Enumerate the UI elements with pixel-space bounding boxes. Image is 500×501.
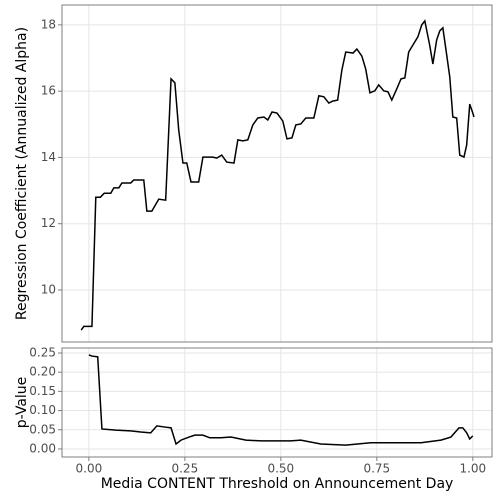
x-tick-label: 0.25 (171, 462, 198, 476)
y-tick-label: 14 (41, 150, 56, 164)
x-tick-label: 1.00 (459, 462, 486, 476)
y-tick-label: 18 (41, 17, 56, 31)
y-tick-label: 0.10 (29, 403, 56, 417)
panel (62, 5, 492, 342)
panel-border (61, 347, 493, 458)
y-tick-label: 0.15 (29, 384, 56, 398)
x-axis-title: Media CONTENT Threshold on Announcement … (101, 476, 454, 492)
y-axis-title: Regression Coefficient (Annualized Alpha… (14, 27, 30, 320)
x-tick-label: 0.75 (363, 462, 390, 476)
y-tick-label: 10 (41, 282, 56, 296)
y-tick-label: 0.00 (29, 441, 56, 455)
x-tick-label: 0.00 (76, 462, 103, 476)
panel (62, 348, 492, 457)
data-line (80, 19, 475, 331)
y-axis-title: p-Value (14, 377, 30, 429)
data-line (88, 354, 474, 446)
panel-border (61, 4, 493, 343)
y-tick-label: 0.05 (29, 422, 56, 436)
y-tick-label: 16 (41, 84, 56, 98)
y-tick-label: 0.20 (29, 365, 56, 379)
y-tick-label: 0.25 (29, 345, 56, 359)
y-tick-label: 12 (41, 216, 56, 230)
x-tick-label: 0.50 (267, 462, 294, 476)
